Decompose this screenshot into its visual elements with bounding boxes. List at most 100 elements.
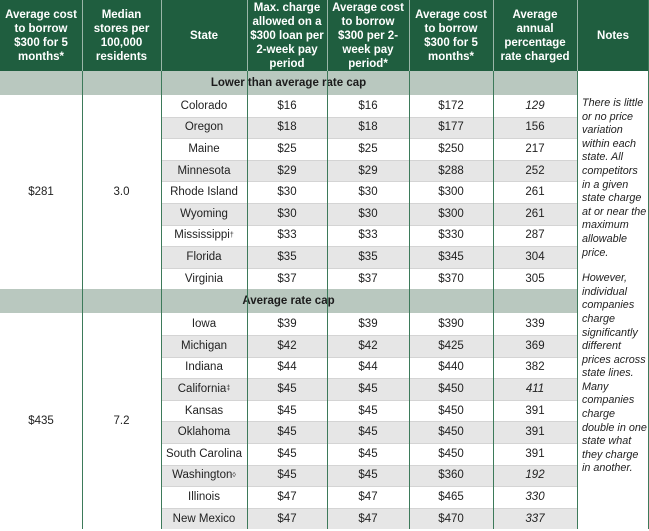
footnote-mark: ‡ [226,385,231,393]
header-divider [82,0,83,71]
state-name: Washington [172,469,233,482]
row-divider [161,159,577,161]
apr-cell: 330 [525,490,545,503]
column-divider [161,71,162,529]
max-charge-cell: $45 [247,421,327,443]
row-divider [161,421,577,423]
apr-cell: 391 [525,404,545,417]
state-cell: Minnesota [161,159,247,182]
avg-cost-2wk-cell: $42 [327,335,409,357]
header-max-charge: Max. charge allowed on a $300 loan per 2… [247,0,327,71]
notes-paragraph-1: There is little or no price variation wi… [582,97,647,259]
state-name: Florida [186,250,222,263]
avg-cost-5mo-cell: $250 [438,142,464,155]
apr-cell: 217 [525,142,545,155]
avg-cost-5mo-cell: $450 [438,404,464,417]
apr-cell: 261 [525,186,545,199]
state-cell: Washington ◊ [161,464,247,487]
notes-paragraph-2: However, individual companies charge sig… [582,272,647,475]
section-avg-cost-5mo: $435 [28,415,54,428]
header-divider [161,0,162,71]
max-charge-cell: $33 [277,229,297,242]
avg-cost-2wk-cell: $29 [327,159,409,182]
avg-cost-2wk-cell: $45 [327,421,409,443]
max-charge-cell: $47 [247,507,327,530]
max-charge-cell: $30 [247,203,327,225]
avg-cost-5mo-cell: $300 [438,186,464,199]
row-divider [161,203,577,204]
header-state: State [161,0,247,71]
row-divider [161,507,577,509]
avg-cost-2wk-cell: $30 [358,186,378,199]
avg-cost-5mo-cell: $450 [409,421,493,443]
state-cell: South Carolina [161,443,247,465]
header-apr: Average annual percentage rate charged [493,0,577,71]
avg-cost-2wk-cell: $33 [358,229,378,242]
state-name: California [177,382,227,395]
avg-cost-2wk-cell: $45 [358,447,378,460]
max-charge-cell: $30 [277,186,297,199]
max-charge-cell: $45 [247,464,327,487]
state-cell: Kansas [161,400,247,422]
apr-cell: 339 [525,318,545,331]
max-charge-cell: $35 [247,246,327,268]
max-charge-cell: $45 [247,378,327,400]
section-median-stores: 3.0 [113,186,130,199]
max-charge-cell: $18 [247,116,327,139]
avg-cost-2wk-cell: $45 [327,464,409,487]
apr-cell: 252 [493,159,577,182]
row-divider [161,267,577,269]
section-avg-cost-5mo: $281 [28,186,54,199]
notes-column: There is little or no price variation wi… [578,97,647,531]
column-divider [409,71,410,529]
section-header: Lower than average rate cap [0,71,577,95]
avg-cost-2wk-cell: $30 [327,203,409,225]
avg-cost-5mo-cell: $440 [438,361,464,374]
state-name: Wyoming [180,207,228,220]
avg-cost-5mo-cell: $450 [409,378,493,400]
avg-cost-2wk-cell: $45 [327,378,409,400]
avg-cost-2wk-cell: $16 [358,99,378,112]
state-cell: Virginia [161,268,247,290]
max-charge-cell: $44 [277,361,297,374]
avg-cost-2wk-cell: $25 [358,142,378,155]
apr-cell: 411 [493,378,577,400]
state-name: South Carolina [165,447,243,460]
apr-cell: 391 [525,447,545,460]
state-cell: Colorado [161,95,247,117]
row-divider [161,378,577,380]
apr-cell: 305 [525,272,545,285]
footnote-mark: ◊ [232,471,236,479]
column-divider [327,71,328,529]
column-divider [82,71,83,529]
header-divider [493,0,494,71]
avg-cost-5mo-cell: $288 [409,159,493,182]
state-cell: Florida [161,246,247,268]
state-name: Virginia [184,272,224,285]
apr-cell: 156 [493,116,577,139]
row-divider [161,224,577,226]
avg-cost-2wk-cell: $47 [327,507,409,530]
apr-cell: 369 [493,335,577,357]
avg-cost-5mo-cell: $360 [409,464,493,487]
header-notes: Notes [577,0,649,71]
avg-cost-2wk-cell: $44 [358,361,378,374]
avg-cost-2wk-cell: $37 [358,272,378,285]
apr-cell: 129 [525,99,545,112]
row-divider [161,464,577,466]
max-charge-cell: $37 [277,272,297,285]
header-avg-cost-5mo-state: Average cost to borrow $300 for 5 months… [409,0,493,71]
state-cell: New Mexico [161,507,247,530]
avg-cost-2wk-cell: $47 [358,490,378,503]
state-cell: Michigan [161,335,247,357]
avg-cost-5mo-cell: $425 [409,335,493,357]
avg-cost-5mo-cell: $390 [438,318,464,331]
avg-cost-5mo-cell: $330 [438,229,464,242]
avg-cost-5mo-cell: $465 [438,490,464,503]
section-header: Average rate cap [0,289,577,314]
state-cell: Oregon [161,116,247,139]
row-divider [161,399,577,401]
footnote-mark: † [229,231,234,239]
avg-cost-5mo-cell: $177 [409,116,493,139]
